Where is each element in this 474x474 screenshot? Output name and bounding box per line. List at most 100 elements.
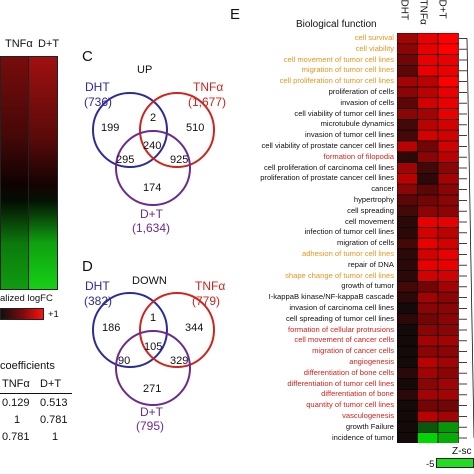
heatmap-cell xyxy=(417,259,439,271)
heatmap-cell xyxy=(397,335,418,347)
heatmap-cell xyxy=(397,65,418,77)
heatmap-cell xyxy=(437,108,459,120)
function-label: cell proliferation of carcinoma cell lin… xyxy=(264,162,394,172)
logfc-heatmap xyxy=(0,56,58,290)
heatmap-cell xyxy=(397,108,418,120)
corr-header-tnf: TNFα xyxy=(2,378,30,390)
heatmap-cell xyxy=(397,227,418,239)
heatmap-cell xyxy=(437,227,459,239)
heatmap-cell xyxy=(437,129,459,142)
heatmap-cell xyxy=(437,75,459,88)
heatmap-cell xyxy=(397,162,418,174)
heatmap-cell xyxy=(417,194,439,207)
corr-header-dt: D+T xyxy=(40,378,62,390)
function-label: cell movement of tumor cell lines xyxy=(283,54,394,64)
left-col-header-tnf: TNFα xyxy=(5,38,33,50)
panel-c-dt-label: D+T xyxy=(140,207,164,221)
venn-down-tnf-only: 344 xyxy=(185,322,204,334)
panel-c-title: UP xyxy=(137,64,153,76)
heatmap-cell xyxy=(437,183,459,196)
heatmap-cell xyxy=(397,86,418,99)
heatmap-cell xyxy=(417,237,439,250)
corr-cell-r1-c1: 0.129 xyxy=(2,397,30,409)
heatmap-cell xyxy=(417,356,439,369)
heatmap-cell xyxy=(417,389,439,401)
heatmap-cell xyxy=(417,410,439,423)
function-label: infection of tumor cell lines xyxy=(304,227,394,237)
heatmap-cell xyxy=(437,291,459,304)
function-label: cell spreading of tumor cell lines xyxy=(285,313,394,323)
function-label: proliferation of cells xyxy=(328,87,394,96)
function-label: incidence of tumor xyxy=(331,432,394,442)
heatmap-cell xyxy=(417,86,439,99)
panel-e-header: Biological function xyxy=(296,19,377,30)
function-label: hypertrophy xyxy=(353,195,394,204)
corr-title: coefficients xyxy=(0,360,55,372)
heatmap-cell xyxy=(417,248,439,261)
heatmap-cell xyxy=(397,324,418,336)
heatmap-cell xyxy=(397,140,418,153)
venn-up-tnf-dt: 925 xyxy=(170,154,189,166)
function-label: differentiation of bone cells xyxy=(303,367,394,377)
function-label: repair of DNA xyxy=(347,259,394,269)
function-label: formation of filopodia xyxy=(323,151,395,161)
function-label: adhesion of tumor cell lines xyxy=(301,249,394,258)
venn-down-dht-circle xyxy=(92,292,168,368)
corr-header-rule xyxy=(0,393,72,394)
heatmap-cell xyxy=(417,432,439,443)
heatmap-cell xyxy=(417,173,439,185)
heatmap-cell xyxy=(417,65,439,77)
function-label: cell spreading xyxy=(347,205,394,215)
heatmap-cell xyxy=(417,345,439,358)
function-label: cell movement of cancer cells xyxy=(294,335,394,345)
function-label: proliferation of prostate cancer cell li… xyxy=(260,173,394,183)
function-label: invasion of cells xyxy=(340,97,394,107)
heatmap-cell xyxy=(437,162,459,174)
heatmap-cell xyxy=(437,281,459,293)
heatmap-cell xyxy=(417,378,439,390)
function-label: migration of cells xyxy=(337,238,394,248)
function-label: growth Failure xyxy=(345,421,394,431)
heatmap-cell xyxy=(437,33,459,45)
heatmap-cell xyxy=(397,54,418,66)
heatmap-cell xyxy=(397,129,418,142)
heatmap-cell xyxy=(417,302,439,315)
panel-e-col-header-dt: D+T xyxy=(436,0,448,19)
heatmap-cell xyxy=(397,216,418,228)
heatmap-cell xyxy=(437,356,459,369)
heatmap-cell xyxy=(417,129,439,142)
logfc-legend-label: alized logFC xyxy=(0,293,53,304)
heatmap-cell xyxy=(397,281,418,293)
panel-d-dt-count: (795) xyxy=(136,419,165,433)
panel-e-col-header-dht: DHT xyxy=(398,0,410,21)
panel-c-dht-count: (736) xyxy=(84,95,113,109)
heatmap-cell xyxy=(417,43,439,55)
heatmap-cell xyxy=(417,162,439,174)
panel-e-col-header-tnf: TNFα xyxy=(417,0,429,25)
function-label: cancer xyxy=(371,184,394,194)
heatmap-cell xyxy=(397,33,418,45)
venn-up-dht-only: 199 xyxy=(101,122,120,134)
function-label: cell viability xyxy=(355,43,394,53)
heatmap-cell xyxy=(417,335,439,347)
heatmap-cell xyxy=(437,248,459,261)
heatmap-cell xyxy=(417,281,439,293)
heatmap-cell xyxy=(417,97,439,109)
heatmap-cell xyxy=(417,313,439,325)
panel-d-tnf-count: (779) xyxy=(192,294,221,308)
left-panel: TNFα D+T alized logFC +1 coefficients TN… xyxy=(0,0,80,474)
venn-down-dht-tnf: 1 xyxy=(150,312,157,324)
corr-cell-r2-c1: 1 xyxy=(14,414,21,426)
function-label: cell viability of prostate cancer cell l… xyxy=(261,141,394,150)
heatmap-cell xyxy=(417,399,439,412)
function-label: invasion of tumor cell lines xyxy=(304,130,394,140)
heatmap-cell xyxy=(397,173,418,185)
biological-function-labels: cell survival cell viability cell movement… xyxy=(228,33,394,443)
heatmap-cell xyxy=(437,119,459,131)
function-label: I-kappaB kinase/NF-kappaB cascade xyxy=(268,292,394,302)
heatmap-cell xyxy=(397,183,418,196)
heatmap-column-divider xyxy=(28,56,29,290)
heatmap-cell xyxy=(417,227,439,239)
function-label: shape change of tumor cell lines xyxy=(285,270,394,280)
function-label: cell movement xyxy=(345,216,394,226)
